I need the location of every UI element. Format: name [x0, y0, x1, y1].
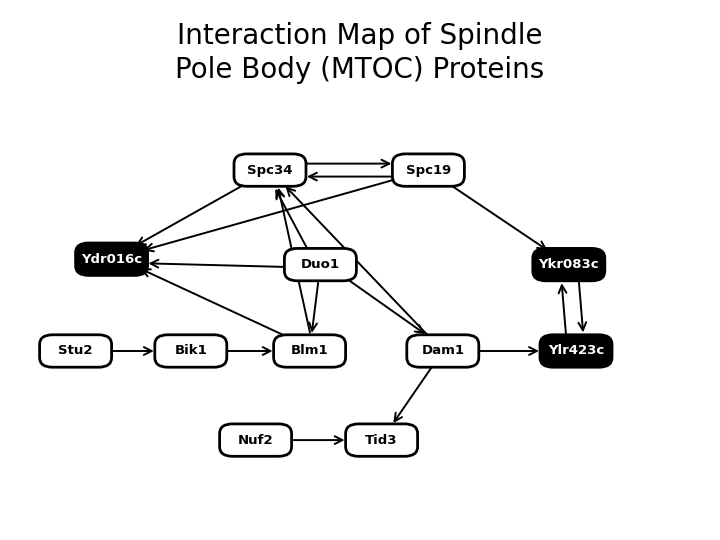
- Text: Dam1: Dam1: [421, 345, 464, 357]
- Text: Spc19: Spc19: [406, 164, 451, 177]
- Text: Blm1: Blm1: [291, 345, 328, 357]
- Text: Interaction Map of Spindle
Pole Body (MTOC) Proteins: Interaction Map of Spindle Pole Body (MT…: [176, 22, 544, 84]
- FancyBboxPatch shape: [284, 248, 356, 281]
- FancyBboxPatch shape: [274, 335, 346, 367]
- FancyBboxPatch shape: [155, 335, 227, 367]
- Text: Ykr083c: Ykr083c: [539, 258, 599, 271]
- FancyBboxPatch shape: [392, 154, 464, 186]
- FancyBboxPatch shape: [40, 335, 112, 367]
- FancyBboxPatch shape: [234, 154, 306, 186]
- Text: Duo1: Duo1: [301, 258, 340, 271]
- Text: Ydr016c: Ydr016c: [81, 253, 142, 266]
- Text: Ylr423c: Ylr423c: [548, 345, 604, 357]
- FancyBboxPatch shape: [540, 335, 612, 367]
- FancyBboxPatch shape: [533, 248, 605, 281]
- FancyBboxPatch shape: [220, 424, 292, 456]
- Text: Spc34: Spc34: [247, 164, 293, 177]
- FancyBboxPatch shape: [346, 424, 418, 456]
- Text: Nuf2: Nuf2: [238, 434, 274, 447]
- Text: Stu2: Stu2: [58, 345, 93, 357]
- FancyBboxPatch shape: [76, 243, 148, 275]
- Text: Tid3: Tid3: [365, 434, 398, 447]
- FancyBboxPatch shape: [407, 335, 479, 367]
- Text: Bik1: Bik1: [174, 345, 207, 357]
